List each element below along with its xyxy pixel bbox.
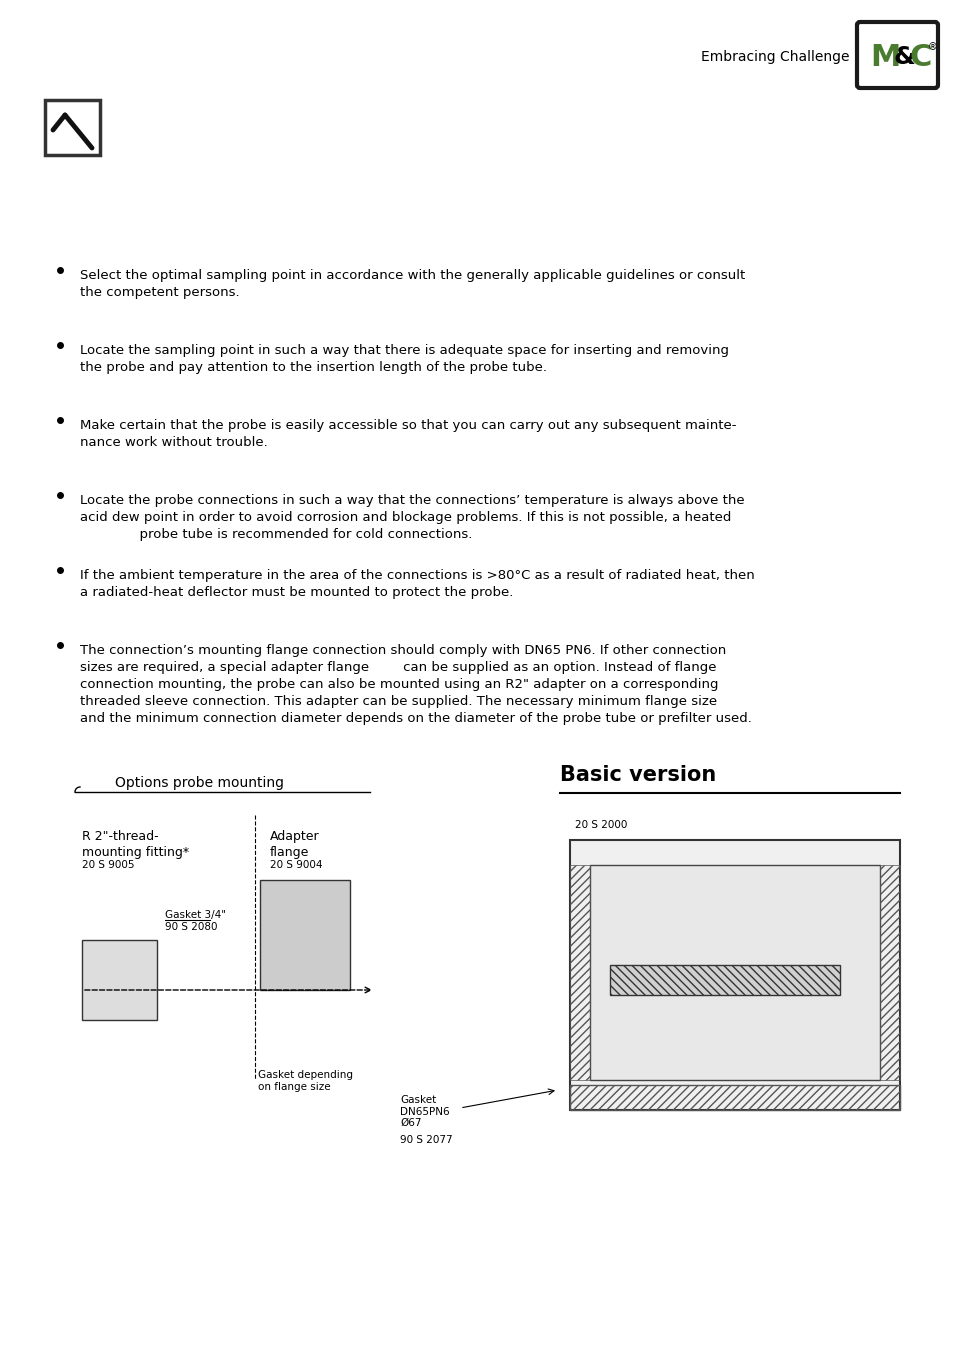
Text: 90 S 2077: 90 S 2077	[399, 1135, 452, 1145]
Text: The connection’s mounting flange connection should comply with DN65 PN6. If othe: The connection’s mounting flange connect…	[80, 644, 751, 725]
Text: Locate the probe connections in such a way that the connections’ temperature is : Locate the probe connections in such a w…	[80, 494, 744, 541]
Bar	[82, 940, 157, 1021]
Text: Embracing Challenge: Embracing Challenge	[700, 50, 849, 63]
Text: Gasket 3/4": Gasket 3/4"	[165, 910, 226, 919]
Text: Options probe mounting: Options probe mounting	[115, 776, 284, 790]
Text: M: M	[869, 42, 900, 72]
Bar	[569, 865, 589, 1080]
Text: ®: ®	[927, 42, 937, 53]
Text: 20 S 9004: 20 S 9004	[270, 860, 322, 869]
Text: 20 S 2000: 20 S 2000	[575, 819, 627, 830]
Bar	[260, 880, 350, 990]
Text: Gasket depending
on flange size: Gasket depending on flange size	[257, 1071, 353, 1092]
Text: 90 S 2080: 90 S 2080	[165, 922, 217, 931]
Bar	[569, 1085, 899, 1110]
Bar	[45, 100, 100, 155]
Text: Select the optimal sampling point in accordance with the generally applicable gu: Select the optimal sampling point in acc…	[80, 269, 744, 298]
Text: Adapter
flange: Adapter flange	[270, 830, 319, 859]
Text: &: &	[893, 45, 915, 69]
Bar	[879, 865, 899, 1080]
Bar	[569, 840, 899, 1110]
FancyBboxPatch shape	[856, 22, 937, 88]
Text: Gasket
DN65PN6
Ø67: Gasket DN65PN6 Ø67	[399, 1095, 449, 1129]
Bar	[609, 965, 840, 995]
Text: R 2"-thread-
mounting fitting*: R 2"-thread- mounting fitting*	[82, 830, 189, 859]
Text: Locate the sampling point in such a way that there is adequate space for inserti: Locate the sampling point in such a way …	[80, 344, 728, 374]
Text: 20 S 9005: 20 S 9005	[82, 860, 134, 869]
Bar	[589, 865, 879, 1080]
Text: Basic version: Basic version	[559, 765, 716, 784]
Text: Make certain that the probe is easily accessible so that you can carry out any s: Make certain that the probe is easily ac…	[80, 418, 736, 450]
Text: If the ambient temperature in the area of the connections is >80°C as a result o: If the ambient temperature in the area o…	[80, 568, 754, 599]
Text: C: C	[909, 42, 931, 72]
